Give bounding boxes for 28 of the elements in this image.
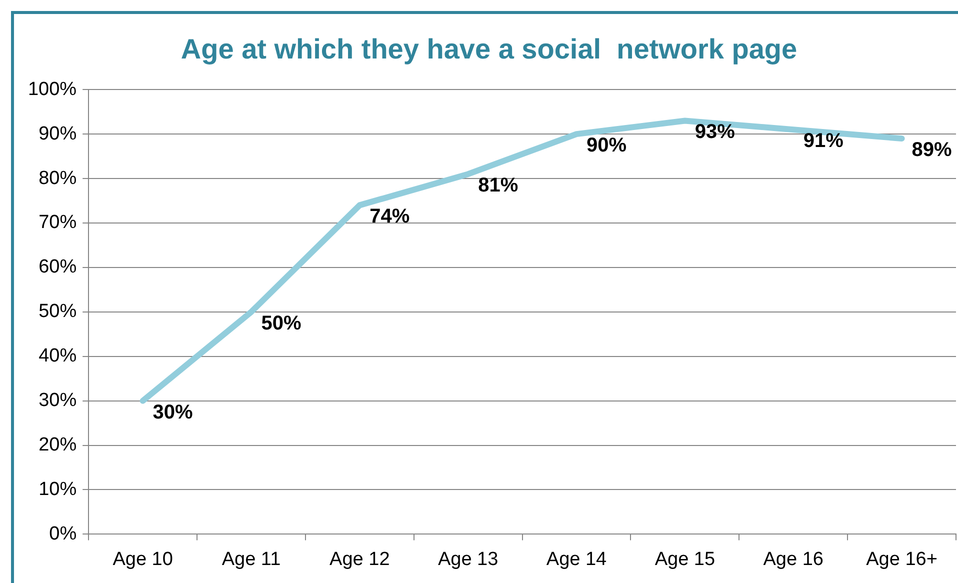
x-tick-label: Age 13 (438, 548, 498, 570)
data-label: 30% (152, 401, 194, 424)
x-tick-label: Age 12 (330, 548, 390, 570)
y-tick-label: 70% (38, 212, 77, 234)
data-label: 74% (370, 206, 410, 228)
y-tick-label: 40% (38, 346, 77, 367)
y-tick-label: 80% (38, 168, 77, 189)
x-tick-label: Age 11 (222, 548, 281, 570)
x-tick-label: Age 16 (763, 548, 824, 570)
x-tick-label: Age 15 (654, 548, 716, 570)
y-tick-label: 30% (38, 390, 77, 412)
y-tick-label: 10% (38, 478, 77, 500)
data-label: 50% (261, 312, 302, 334)
y-tick-label: 90% (38, 123, 77, 144)
x-tick-label: Age 16+ (866, 548, 938, 570)
y-tick-label: 0% (49, 523, 77, 544)
y-tick-label: 60% (38, 256, 77, 278)
x-tick-label: Age 14 (546, 548, 608, 570)
data-label: 90% (586, 134, 627, 157)
data-label: 81% (478, 174, 518, 197)
data-label: 93% (694, 121, 736, 144)
y-tick-label: 100% (28, 78, 77, 100)
y-tick-label: 20% (38, 434, 77, 456)
data-label: 91% (803, 130, 844, 152)
y-tick-label: 50% (38, 301, 77, 322)
data-label: 89% (912, 139, 952, 162)
chart-title: Age at which they have a social network page (180, 34, 798, 65)
x-tick-label: Age 10 (112, 548, 173, 570)
